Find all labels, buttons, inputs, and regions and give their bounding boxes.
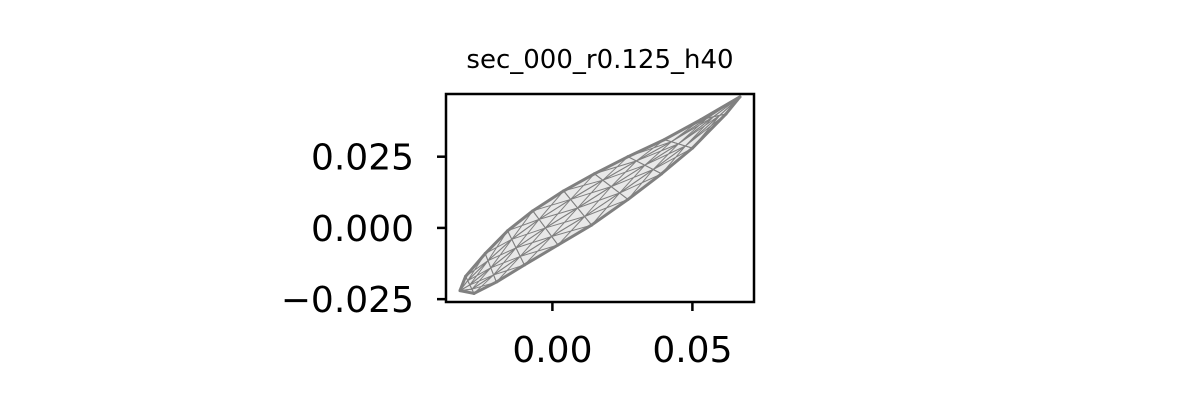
mesh-node [562, 189, 566, 193]
mesh-cell [717, 96, 741, 117]
mesh-node [522, 263, 526, 267]
mesh-node [472, 291, 476, 295]
mesh-node [626, 197, 630, 201]
plot-frame [444, 92, 756, 304]
ticks-layer: 0.00 0.05 −0.025 0.000 0.025 [281, 138, 733, 371]
mesh-node [592, 172, 596, 176]
mesh-node [483, 252, 487, 256]
chart-title: sec_000_r0.125_h40 [466, 45, 733, 75]
mesh-node [556, 243, 560, 247]
x-tick-label: 0.05 [652, 330, 732, 371]
mesh-node [660, 172, 664, 176]
mesh-node [699, 118, 703, 122]
x-tick-label: 0.00 [512, 330, 592, 371]
mesh-node [458, 289, 462, 293]
mesh-node [506, 229, 510, 233]
mesh-node [662, 138, 666, 142]
mesh-node [738, 95, 742, 99]
mesh-node [590, 223, 594, 227]
y-tick-label: 0.000 [311, 209, 414, 250]
mesh-node [690, 146, 694, 150]
mesh-node [494, 280, 498, 284]
y-tick-label: 0.025 [311, 138, 414, 179]
mesh-node [724, 112, 728, 116]
mesh-node [626, 155, 630, 159]
mesh-node [464, 274, 468, 278]
y-tick-label: −0.025 [281, 280, 414, 321]
mesh-layer [458, 95, 742, 295]
mesh-node [531, 209, 535, 213]
